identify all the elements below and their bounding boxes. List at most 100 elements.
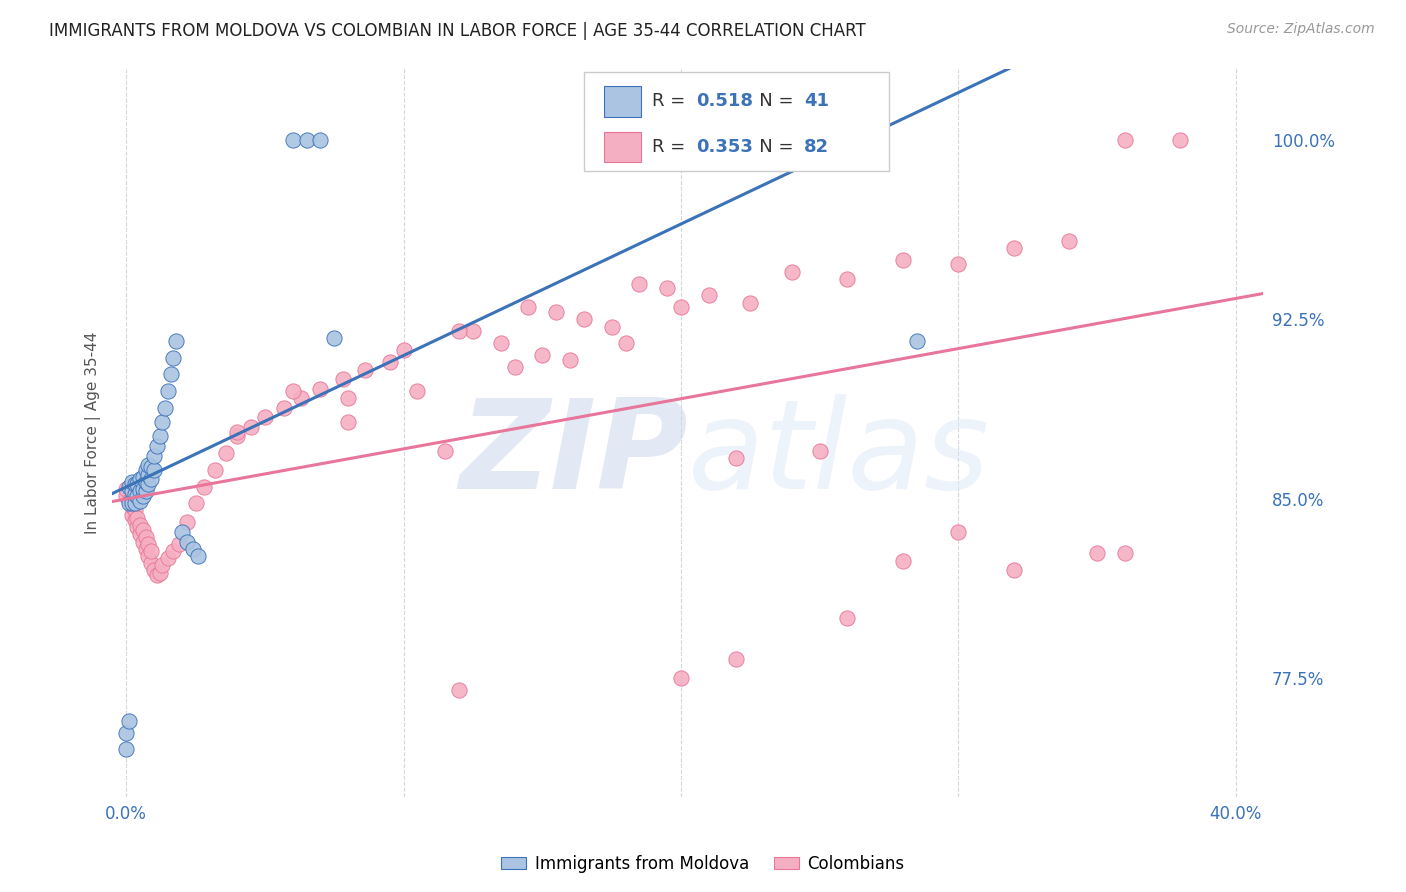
Point [162, 544, 184, 558]
Point [449, 324, 471, 338]
Point [129, 484, 152, 499]
Point [780, 264, 803, 278]
Point [725, 133, 748, 147]
Point [434, 443, 457, 458]
Point [127, 489, 149, 503]
Point [181, 541, 204, 556]
Point [121, 496, 143, 510]
Text: 41: 41 [804, 92, 830, 111]
Point [143, 463, 166, 477]
Point [150, 558, 173, 573]
Point [115, 489, 138, 503]
Point [309, 133, 332, 147]
Point [290, 391, 312, 405]
Point [156, 384, 179, 398]
Point [118, 479, 141, 493]
Point [141, 460, 163, 475]
Point [159, 368, 181, 382]
Point [124, 477, 146, 491]
Text: 0.518: 0.518 [696, 92, 754, 111]
Point [141, 556, 163, 570]
Point [129, 472, 152, 486]
Text: ZIP: ZIP [460, 394, 688, 516]
Point [138, 537, 160, 551]
Point [461, 324, 484, 338]
Point [129, 517, 152, 532]
Point [170, 524, 193, 539]
Point [905, 334, 928, 348]
Point [143, 449, 166, 463]
Legend: Immigrants from Moldova, Colombians: Immigrants from Moldova, Colombians [495, 848, 911, 880]
Point [132, 489, 155, 503]
Point [124, 503, 146, 517]
Point [891, 554, 914, 568]
Point [281, 384, 304, 398]
Point [148, 566, 170, 580]
Point [558, 353, 581, 368]
FancyBboxPatch shape [605, 131, 641, 162]
Point [1085, 546, 1108, 560]
Point [1114, 133, 1136, 147]
Text: IMMIGRANTS FROM MOLDOVA VS COLOMBIAN IN LABOR FORCE | AGE 35-44 CORRELATION CHAR: IMMIGRANTS FROM MOLDOVA VS COLOMBIAN IN … [49, 22, 866, 40]
Point [378, 355, 401, 369]
Point [392, 343, 415, 358]
Text: 0.353: 0.353 [696, 138, 752, 156]
Point [146, 568, 169, 582]
Point [124, 487, 146, 501]
Point [153, 401, 176, 415]
Point [948, 524, 970, 539]
Text: Source: ZipAtlas.com: Source: ZipAtlas.com [1227, 22, 1375, 37]
Point [148, 429, 170, 443]
Point [655, 281, 678, 295]
Point [332, 372, 354, 386]
Point [948, 257, 970, 271]
Point [124, 496, 146, 510]
Point [146, 439, 169, 453]
Point [135, 541, 157, 556]
Point [141, 472, 163, 486]
Point [118, 496, 141, 510]
Point [118, 714, 141, 728]
Point [669, 671, 692, 685]
Point [115, 725, 138, 739]
Point [132, 470, 155, 484]
Point [127, 510, 149, 524]
Point [129, 494, 152, 508]
Text: R =: R = [652, 138, 692, 156]
Point [740, 295, 762, 310]
Point [309, 382, 332, 396]
Point [176, 534, 198, 549]
Point [121, 499, 143, 513]
Text: 82: 82 [804, 138, 830, 156]
Point [138, 458, 160, 472]
Point [226, 429, 249, 443]
Point [863, 133, 886, 147]
Point [337, 391, 360, 405]
Point [489, 336, 512, 351]
Point [121, 508, 143, 523]
Point [891, 252, 914, 267]
Point [725, 450, 748, 465]
Point [449, 682, 471, 697]
Y-axis label: In Labor Force | Age 35-44: In Labor Force | Age 35-44 [86, 332, 101, 534]
Point [135, 530, 157, 544]
Point [156, 551, 179, 566]
Point [1002, 241, 1025, 255]
Point [215, 446, 238, 460]
Point [115, 482, 138, 496]
Point [337, 415, 360, 429]
Point [184, 496, 207, 510]
Point [614, 336, 637, 351]
Point [628, 277, 651, 291]
Point [1059, 234, 1081, 248]
Point [115, 742, 138, 756]
Point [273, 401, 295, 415]
Point [167, 537, 190, 551]
Point [295, 133, 318, 147]
Point [118, 494, 141, 508]
Point [226, 425, 249, 439]
Point [127, 477, 149, 491]
Point [808, 443, 831, 458]
Text: N =: N = [742, 92, 799, 111]
Point [837, 271, 859, 285]
